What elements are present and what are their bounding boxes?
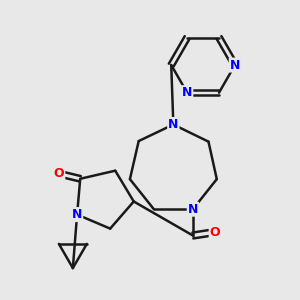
Text: N: N xyxy=(230,58,240,72)
Text: O: O xyxy=(54,167,64,180)
Text: N: N xyxy=(188,203,198,216)
Text: N: N xyxy=(72,208,82,221)
Text: N: N xyxy=(182,86,192,99)
Text: O: O xyxy=(210,226,220,238)
Text: N: N xyxy=(168,118,178,131)
